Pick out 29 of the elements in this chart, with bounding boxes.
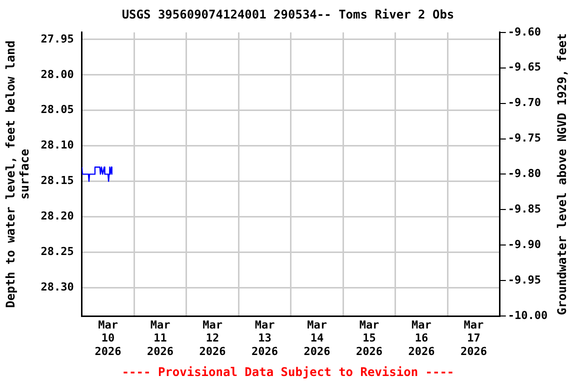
- x-tick-label: Mar 11 2026: [147, 318, 174, 358]
- y-tick-label: 28.20: [40, 210, 74, 223]
- x-tick-label: Mar 14 2026: [304, 318, 331, 358]
- x-tick-label: Mar 16 2026: [408, 318, 436, 358]
- text: ---- Provisional Data Subject to Revision ----: [122, 364, 454, 379]
- x-tick-label: Mar 17 2026: [460, 318, 488, 358]
- x-tick-label: Mar 12 2026: [199, 318, 226, 358]
- y2-tick-label: -9.80: [508, 167, 541, 180]
- y2-tick-label: -9.85: [508, 202, 541, 216]
- y2-tick-label: -9.95: [508, 273, 541, 286]
- y-tick-label: 28.25: [40, 245, 74, 258]
- y2-tick-label: -9.70: [508, 96, 541, 110]
- x-tick-label: Mar 10 2026: [94, 318, 122, 358]
- y-tick-label: 27.95: [40, 32, 74, 46]
- y2-tick-label: -9.65: [508, 60, 541, 74]
- y-tick-label: 28.05: [40, 103, 74, 116]
- y-axis-title: Depth to water level, feet below land surface: [3, 40, 32, 308]
- y2-tick-label: -10.00: [508, 308, 548, 322]
- y-tick-label: 28.10: [40, 138, 74, 152]
- y-tick-label: 28.00: [40, 68, 74, 81]
- y2-tick-label: -9.90: [508, 238, 541, 251]
- x-tick-label: Mar 13 2026: [252, 318, 278, 358]
- y-tick-label: 28.15: [40, 174, 74, 188]
- y-tick-label: 28.30: [40, 280, 74, 294]
- y2-axis-title: Groundwater level above NGVD 1929, feet: [555, 33, 570, 316]
- x-tick-label: Mar 15 2026: [356, 318, 383, 358]
- y2-tick-label: -9.60: [508, 25, 541, 38]
- chart-title: USGS 395609074124001 290534-- Toms River 2 Obs: [122, 7, 454, 22]
- y2-tick-label: -9.75: [508, 132, 541, 145]
